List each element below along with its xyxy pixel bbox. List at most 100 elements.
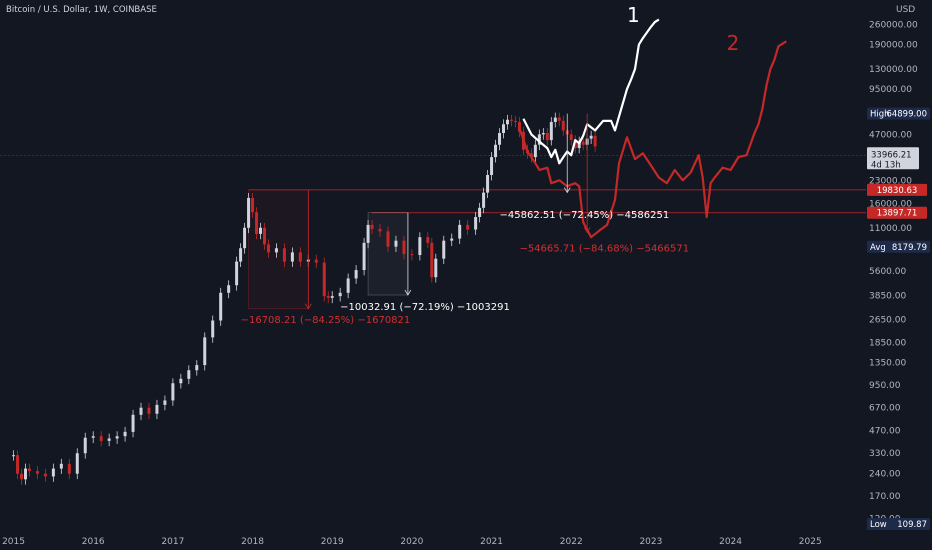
candle-body xyxy=(486,174,490,193)
candle-body xyxy=(577,141,581,149)
stat-price-tag xyxy=(867,107,930,120)
candle-body xyxy=(378,228,382,232)
candle-body xyxy=(155,404,159,414)
candle-body xyxy=(402,240,406,255)
candle-body xyxy=(20,473,24,480)
measurement-label: −45862.51 (−72.45%) −4586251 xyxy=(500,210,670,221)
projection-labels: 12 xyxy=(627,3,739,55)
y-tick-label: 11000.00 xyxy=(869,224,912,234)
candle-body xyxy=(346,278,350,293)
candle-body xyxy=(219,292,223,321)
candle-body xyxy=(430,242,434,278)
candle-body xyxy=(362,242,366,271)
candle-body xyxy=(330,296,334,298)
candle-body xyxy=(513,120,517,122)
price-axis[interactable]: 260000.00 190000.00 130000.00 95000.00 47000… xyxy=(869,20,918,524)
candle-body xyxy=(43,473,47,477)
candle-body xyxy=(115,436,119,439)
candle-body xyxy=(203,337,207,366)
candle-body xyxy=(91,436,95,438)
candle-body xyxy=(589,135,593,139)
candle-body xyxy=(561,120,565,131)
stat-price-prefix: Low xyxy=(870,520,887,530)
x-tick-label: 2015 xyxy=(2,537,25,547)
measurement-label: −10032.91 (−72.19%) −1003291 xyxy=(340,302,510,313)
x-tick-label: 2021 xyxy=(480,537,503,547)
candle-body xyxy=(290,252,294,262)
candle-body xyxy=(322,262,326,297)
candle-body xyxy=(482,192,486,208)
candle-body xyxy=(581,141,585,145)
candle-body xyxy=(259,227,263,234)
candle-body xyxy=(502,124,506,134)
candle-body xyxy=(59,463,63,469)
horizontal-levels xyxy=(0,154,866,214)
level-price-text: 19830.63 xyxy=(877,186,918,196)
y-tick-label: 170.00 xyxy=(869,492,901,502)
y-tick-label: 670.00 xyxy=(869,404,901,414)
x-tick-label: 2023 xyxy=(639,537,662,547)
projection-number-label: 1 xyxy=(627,3,640,27)
candle-body xyxy=(569,134,573,141)
candle-body xyxy=(517,121,521,132)
x-tick-label: 2022 xyxy=(560,537,583,547)
measurement-arrow xyxy=(563,187,571,194)
candle-body xyxy=(123,431,127,437)
candle-body xyxy=(274,248,278,253)
x-tick-label: 2016 xyxy=(82,537,105,547)
candle-body xyxy=(498,133,502,145)
candle-body xyxy=(83,437,87,454)
x-tick-label: 2024 xyxy=(719,537,742,547)
y-tick-label: 470.00 xyxy=(869,426,901,436)
stat-price-text: 64899.00 xyxy=(886,110,927,120)
measurement-arrow xyxy=(404,289,412,296)
candle-body xyxy=(179,378,183,384)
y-tick-label: 95000.00 xyxy=(869,85,912,95)
candle-body xyxy=(147,407,151,414)
y-tick-label: 1850.00 xyxy=(869,338,906,348)
stat-price-prefix: Avg xyxy=(870,243,886,253)
candle-body xyxy=(251,197,255,213)
x-tick-label: 2020 xyxy=(400,537,423,547)
y-tick-label: 5600.00 xyxy=(869,267,906,277)
candle-body xyxy=(386,231,390,247)
candle-body xyxy=(195,365,199,371)
candle-body xyxy=(494,144,498,158)
level-price-tag xyxy=(867,183,927,196)
current-price-tag xyxy=(867,147,919,170)
x-tick-label: 2025 xyxy=(799,537,822,547)
y-tick-label: 2650.00 xyxy=(869,315,906,325)
candle-body xyxy=(557,117,561,121)
candle-body xyxy=(139,407,143,415)
drawdown-measurements: −16708.21 (−84.25%) −1670821 −10032.91 (−… xyxy=(241,113,689,326)
red-projection-line xyxy=(518,40,787,239)
candle-body xyxy=(545,133,549,141)
y-tick-label: 190000.00 xyxy=(869,41,918,51)
y-tick-label: 240.00 xyxy=(869,470,901,480)
candle-body xyxy=(314,259,318,263)
current-price-countdown: 4d 13h xyxy=(871,160,901,170)
candle-body xyxy=(418,237,422,256)
y-tick-label: 47000.00 xyxy=(869,130,912,140)
candle-body xyxy=(282,248,286,262)
candle-body xyxy=(235,261,239,286)
candle-body xyxy=(187,370,191,379)
level-price-text: 13897.71 xyxy=(877,209,918,219)
candle-body xyxy=(243,227,247,249)
candle-body xyxy=(12,455,16,457)
stat-price-prefix: High xyxy=(870,110,890,120)
currency-label: USD xyxy=(896,5,915,15)
stat-price-tag xyxy=(867,240,930,253)
candle-body xyxy=(35,471,39,474)
stat-price-text: 109.87 xyxy=(897,520,927,530)
candle-body xyxy=(410,254,414,256)
candle-body xyxy=(450,238,454,241)
time-axis[interactable]: 2015 2016 2017 2018 2019 2020 2021 2022 2023 2024… xyxy=(2,537,822,547)
y-tick-label: 260000.00 xyxy=(869,20,918,30)
candle-body xyxy=(75,453,79,474)
candle-body xyxy=(593,135,597,147)
y-tick-label: 950.00 xyxy=(869,381,901,391)
measurement-arrow xyxy=(583,227,591,234)
